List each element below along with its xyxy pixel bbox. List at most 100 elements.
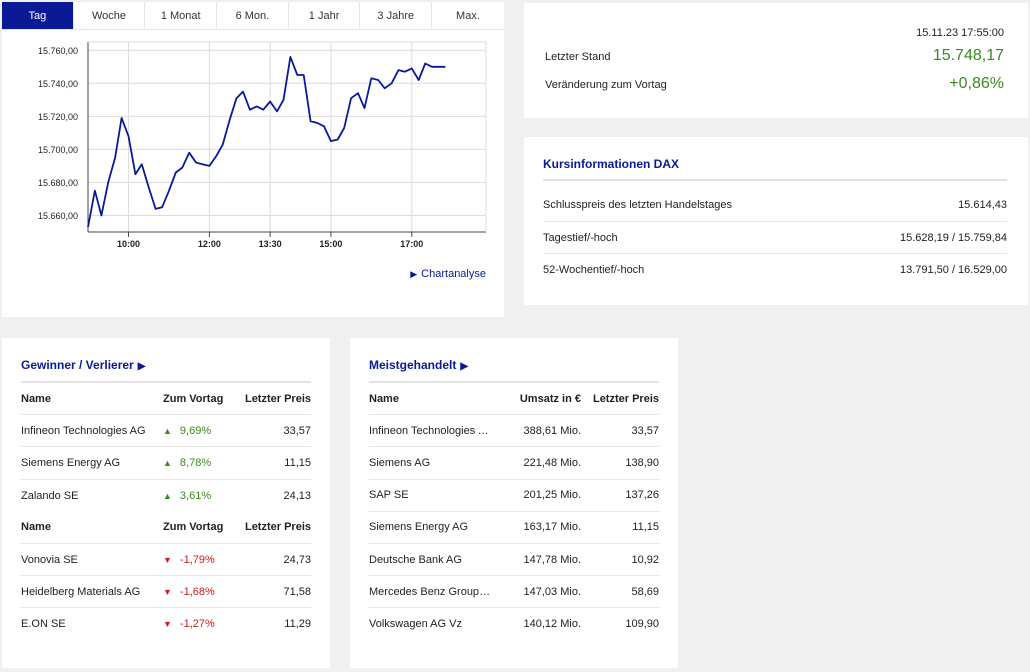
row-name: Deutsche Bank AG xyxy=(369,553,462,566)
arrow-up-icon: ▲ xyxy=(163,457,172,468)
row-price: 71,58 xyxy=(283,585,311,598)
table-header: Name Umsatz in € Letzter Preis xyxy=(369,383,659,416)
divider xyxy=(543,253,1007,254)
y-tick-label: 15.740,00 xyxy=(38,79,78,89)
chartanalyse-link[interactable]: ▶ Chartanalyse xyxy=(410,268,486,280)
quote-timestamp: 15.11.23 17:55:00 xyxy=(916,27,1004,39)
row-name: Infineon Technologies AG xyxy=(21,424,146,437)
gainers-title-link[interactable]: Gewinner / Verlierer ▶ xyxy=(21,358,145,372)
row-price: 33,57 xyxy=(283,424,311,437)
row-change: 9,69% xyxy=(179,424,212,437)
row-price: 24,13 xyxy=(283,489,311,502)
row-name: E.ON SE xyxy=(21,618,66,631)
arrow-down-icon: ▼ xyxy=(163,554,172,565)
row-price: 10,92 xyxy=(631,553,659,566)
info-row: 52-Wochentief/-hoch 13.791,50 / 16.529,0… xyxy=(543,264,1007,276)
table-row[interactable]: Siemens Energy AG ▲ 8,78% 11,15 xyxy=(21,447,311,480)
table-row[interactable]: Heidelberg Materials AG ▼ -1,68% 71,58 xyxy=(21,576,311,609)
divider xyxy=(369,381,659,383)
most-active-title: Meistgehandelt xyxy=(369,358,457,372)
info-title: Kursinformationen DAX xyxy=(543,157,680,171)
row-volume: 147,78 Mio. xyxy=(523,553,581,566)
table-row[interactable]: Deutsche Bank AG 147,78 Mio. 10,92 xyxy=(369,544,659,577)
change-label: Veränderung zum Vortag xyxy=(545,79,667,91)
header-name: Name xyxy=(21,521,51,534)
header-name: Name xyxy=(21,392,51,405)
table-row[interactable]: Volkswagen AG Vz 140,12 Mio. 109,90 xyxy=(369,608,659,640)
header-volume: Umsatz in € xyxy=(519,392,581,405)
tab-1-jahr[interactable]: 1 Jahr xyxy=(289,2,361,29)
play-icon: ▶ xyxy=(460,361,469,372)
info-value: 15.614,43 xyxy=(958,199,1007,211)
arrow-up-icon: ▲ xyxy=(163,425,172,436)
info-row: Tagestief/-hoch 15.628,19 / 15.759,84 xyxy=(543,232,1007,244)
x-tick-label: 15:00 xyxy=(319,239,342,249)
header-price: Letzter Preis xyxy=(244,521,311,534)
change-row: Veränderung zum Vortag +0,86% xyxy=(545,75,1004,93)
table-row[interactable]: Zalando SE ▲ 3,61% 24,13 xyxy=(21,480,311,512)
info-row: Schlusspreis des letzten Handelstages 15… xyxy=(543,199,1007,211)
table-row[interactable]: E.ON SE ▼ -1,27% 11,29 xyxy=(21,608,311,640)
row-volume: 163,17 Mio. xyxy=(523,521,581,534)
table-row[interactable]: SAP SE 201,25 Mio. 137,26 xyxy=(369,480,659,512)
row-price: 33,57 xyxy=(631,424,659,437)
info-value: 15.628,19 / 15.759,84 xyxy=(899,232,1007,244)
table-header: Name Zum Vortag Letzter Preis xyxy=(21,383,311,416)
x-tick-label: 13:30 xyxy=(259,239,282,249)
tab-woche[interactable]: Woche xyxy=(74,2,146,29)
play-icon: ▶ xyxy=(137,361,146,372)
table-header: Name Zum Vortag Letzter Preis xyxy=(21,512,311,544)
table-row[interactable]: Siemens Energy AG 163,17 Mio. 11,15 xyxy=(369,512,659,544)
row-price: 11,29 xyxy=(284,618,311,631)
tab-6-mon[interactable]: 6 Mon. xyxy=(217,2,289,29)
row-change: -1,79% xyxy=(179,553,215,566)
table-row[interactable]: Siemens AG 221,48 Mio. 138,90 xyxy=(369,447,659,480)
row-price: 24,73 xyxy=(283,553,311,566)
header-change: Zum Vortag xyxy=(163,521,224,534)
arrow-down-icon: ▼ xyxy=(163,619,172,630)
table-row[interactable]: Infineon Technologies AG 388,61 Mio. 33,… xyxy=(369,415,659,448)
row-name: Mercedes Benz Group AG ... xyxy=(369,585,495,598)
row-change: 8,78% xyxy=(179,456,212,469)
quote-panel: 15.11.23 17:55:00 Letzter Stand 15.748,1… xyxy=(524,3,1028,118)
row-price: 109,90 xyxy=(625,618,659,631)
arrow-up-icon: ▲ xyxy=(163,490,172,501)
row-change: -1,68% xyxy=(179,585,215,598)
timeframe-tabs: Tag Woche 1 Monat 6 Mon. 1 Jahr 3 Jahre … xyxy=(2,2,504,30)
table-row[interactable]: Infineon Technologies AG ▲ 9,69% 33,57 xyxy=(21,415,311,448)
row-price: 11,15 xyxy=(632,521,659,534)
last-value: 15.748,17 xyxy=(932,47,1004,64)
header-change: Zum Vortag xyxy=(163,392,224,405)
row-price: 58,69 xyxy=(631,585,659,598)
row-name: Siemens Energy AG xyxy=(21,456,121,469)
row-price: 137,26 xyxy=(625,489,659,502)
tab-3-jahre[interactable]: 3 Jahre xyxy=(360,2,433,29)
header-name: Name xyxy=(369,392,399,405)
last-value-label: Letzter Stand xyxy=(545,51,611,63)
gainers-title: Gewinner / Verlierer xyxy=(21,358,134,372)
info-label: Tagestief/-hoch xyxy=(543,232,618,244)
table-row[interactable]: Mercedes Benz Group AG ... 147,03 Mio. 5… xyxy=(369,576,659,609)
price-chart: 15.660,00 15.680,00 15.700,00 15.720,00 15.7… xyxy=(38,41,487,249)
y-tick-label: 15.720,00 xyxy=(38,112,78,122)
row-name: Heidelberg Materials AG xyxy=(21,585,141,598)
arrow-down-icon: ▼ xyxy=(163,586,172,597)
row-volume: 140,12 Mio. xyxy=(523,618,581,631)
tab-max[interactable]: Max. xyxy=(456,10,480,22)
x-tick-label: 17:00 xyxy=(400,239,423,249)
tab-1-monat[interactable]: 1 Monat xyxy=(145,2,218,29)
header-price: Letzter Preis xyxy=(244,392,311,405)
row-name: Infineon Technologies AG xyxy=(369,424,494,437)
chart-panel: Tag Woche 1 Monat 6 Mon. 1 Jahr 3 Jahre … xyxy=(2,2,504,317)
change-value: +0,86% xyxy=(949,75,1004,92)
y-tick-label: 15.760,00 xyxy=(38,46,78,56)
tab-tag[interactable]: Tag xyxy=(2,2,74,29)
table-row[interactable]: Vonovia SE ▼ -1,79% 24,73 xyxy=(21,544,311,577)
row-change: -1,27% xyxy=(179,618,215,631)
x-tick-label: 12:00 xyxy=(198,239,221,249)
most-active-title-link[interactable]: Meistgehandelt ▶ xyxy=(369,358,468,372)
row-name: Zalando SE xyxy=(21,489,79,502)
y-tick-label: 15.660,00 xyxy=(38,211,78,221)
row-volume: 201,25 Mio. xyxy=(523,489,581,502)
y-tick-label: 15.700,00 xyxy=(38,145,78,155)
